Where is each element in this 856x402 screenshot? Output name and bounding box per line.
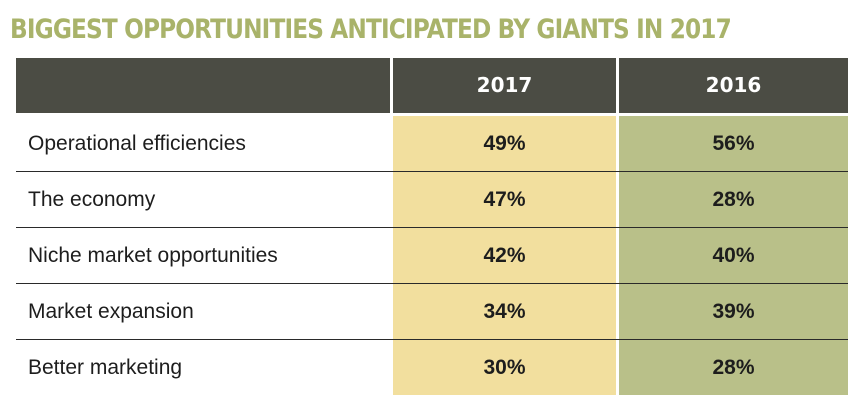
opportunities-table: 2017 2016 Operational efficiencies 49% 5…	[16, 58, 848, 395]
header-2017: 2017	[390, 58, 616, 113]
value-2017: 49%	[393, 116, 616, 171]
table-row: Operational efficiencies 49% 56%	[16, 116, 848, 172]
value-2017: 42%	[393, 228, 616, 283]
table-header-row: 2017 2016	[16, 58, 848, 113]
table-row: Market expansion 34% 39%	[16, 284, 848, 340]
value-2016: 39%	[619, 284, 848, 339]
row-label: The economy	[16, 172, 390, 227]
table-row: Niche market opportunities 42% 40%	[16, 228, 848, 284]
table-row: The economy 47% 28%	[16, 172, 848, 228]
row-label: Operational efficiencies	[16, 116, 390, 171]
table-row: Better marketing 30% 28%	[16, 340, 848, 395]
row-label: Niche market opportunities	[16, 228, 390, 283]
header-label-cell	[16, 58, 390, 113]
value-2016: 28%	[619, 172, 848, 227]
value-2016: 28%	[619, 340, 848, 395]
value-2017: 30%	[393, 340, 616, 395]
table-title: BIGGEST OPPORTUNITIES ANTICIPATED BY GIA…	[10, 14, 732, 45]
row-label: Market expansion	[16, 284, 390, 339]
value-2017: 34%	[393, 284, 616, 339]
header-2016: 2016	[616, 58, 848, 113]
value-2016: 56%	[619, 116, 848, 171]
value-2017: 47%	[393, 172, 616, 227]
value-2016: 40%	[619, 228, 848, 283]
row-label: Better marketing	[16, 340, 390, 395]
